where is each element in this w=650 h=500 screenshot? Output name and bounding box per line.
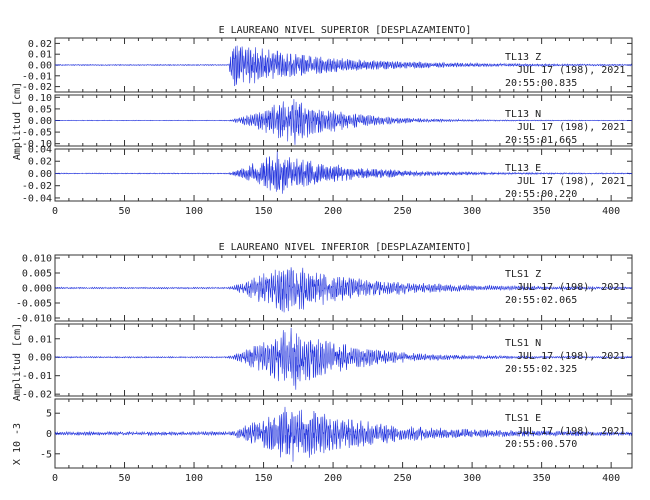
y-tick-label: 5 bbox=[46, 409, 52, 420]
x-tick-label: 50 bbox=[118, 473, 130, 484]
y-tick-label: -0.02 bbox=[22, 82, 52, 93]
y-tick-label: 0.01 bbox=[28, 50, 52, 61]
time-label: 20:55:02.065 bbox=[505, 295, 577, 306]
station-label: TLS1 N bbox=[505, 338, 541, 349]
waveform-line bbox=[54, 267, 633, 313]
date-label: JUL 17 (198), 2021 bbox=[517, 176, 625, 187]
time-label: 20:55:00.570 bbox=[505, 439, 577, 450]
y-tick-label: 0.00 bbox=[28, 61, 52, 72]
trace-panel-tl13-z: 0.020.010.00-0.01-0.02 TL13 Z JUL 17 (198)… bbox=[22, 37, 633, 93]
upper-y-axis-label: Amplitud [cm] bbox=[12, 82, 23, 160]
x-tick-label: 400 bbox=[602, 206, 620, 217]
x-tick-label: 300 bbox=[463, 473, 481, 484]
y-tick-label: 0.02 bbox=[28, 157, 52, 168]
lower-y-axis-scale-label: X 10 -3 bbox=[12, 423, 23, 465]
x-tick-label: 150 bbox=[255, 206, 273, 217]
waveform-line bbox=[54, 45, 633, 87]
x-tick-label: 350 bbox=[533, 473, 551, 484]
y-tick-label: -0.04 bbox=[22, 193, 52, 204]
x-tick-label: 350 bbox=[533, 206, 551, 217]
x-tick-label: 50 bbox=[118, 206, 130, 217]
date-label: JUL 17 (198), 2021 bbox=[517, 65, 625, 76]
x-tick-label: 0 bbox=[52, 473, 58, 484]
trace-panel-tl13-n: 0.100.050.00-0.05-0.10 TL13 N JUL 17 (198)… bbox=[22, 93, 633, 150]
y-tick-label: 0.00 bbox=[28, 116, 52, 127]
x-tick-label: 250 bbox=[394, 473, 412, 484]
waveform-line bbox=[54, 99, 632, 145]
y-tick-label: -0.01 bbox=[22, 71, 52, 82]
station-label: TL13 Z bbox=[505, 52, 541, 63]
station-label: TL13 E bbox=[505, 163, 541, 174]
trace-panel-tl13-e: 0.040.020.00-0.02-0.04 TL13 E JUL 17 (198)… bbox=[22, 145, 633, 204]
y-tick-label: 0.10 bbox=[28, 93, 52, 104]
y-tick-label: -0.10 bbox=[22, 139, 52, 150]
y-tick-label: 0.010 bbox=[22, 254, 52, 265]
x-tick-label: 300 bbox=[463, 206, 481, 217]
x-tick-label: 0 bbox=[52, 206, 58, 217]
y-tick-label: 0.02 bbox=[28, 39, 52, 50]
y-tick-label: 0.000 bbox=[22, 284, 52, 295]
y-tick-label: 0.00 bbox=[28, 169, 52, 180]
y-tick-label: -0.02 bbox=[22, 390, 52, 401]
x-tick-label: 200 bbox=[324, 206, 342, 217]
y-tick-label: -0.005 bbox=[16, 299, 52, 310]
x-tick-label: 250 bbox=[394, 206, 412, 217]
y-tick-label: -0.05 bbox=[22, 128, 52, 139]
trace-panel-tls1-z: 0.010 0.005 0.000 -0.005 -0.010 TLS1 Z JUL 17 … bbox=[16, 254, 633, 325]
station-label: TLS1 E bbox=[505, 413, 541, 424]
waveform-line bbox=[55, 327, 632, 390]
date-label: JUL 17 (198), 2021 bbox=[517, 351, 625, 362]
time-label: 20:55:00.220 bbox=[505, 189, 577, 200]
y-tick-label: 0.05 bbox=[28, 104, 52, 115]
y-tick-label: 0.005 bbox=[22, 269, 52, 280]
y-tick-label: 0.04 bbox=[28, 145, 52, 156]
y-tick-label: -5 bbox=[40, 449, 52, 460]
waveform-line bbox=[54, 151, 633, 194]
time-label: 20:55:00.835 bbox=[505, 78, 577, 89]
date-label: JUL 17 (198), 2021 bbox=[517, 122, 625, 133]
upper-chart-title: E LAUREANO NIVEL SUPERIOR [DESPLAZAMIENT… bbox=[219, 25, 472, 36]
y-tick-label: 0 bbox=[46, 429, 52, 440]
y-tick-label: 0.01 bbox=[28, 334, 52, 345]
date-label: JUL 17 (198), 2021 bbox=[517, 426, 625, 437]
lower-y-axis-label: Amplitud [cm] bbox=[12, 323, 23, 401]
trace-panel-tls1-n: 0.01 0.00 -0.01 -0.02 TLS1 N JUL 17 (198), 20… bbox=[22, 323, 633, 401]
x-tick-label: 100 bbox=[185, 473, 203, 484]
x-tick-label: 100 bbox=[185, 206, 203, 217]
y-tick-label: 0.00 bbox=[28, 353, 52, 364]
station-label: TLS1 Z bbox=[505, 269, 541, 280]
y-tick-label: -0.02 bbox=[22, 181, 52, 192]
lower-chart-title: E LAUREANO NIVEL INFERIOR [DESPLAZAMIENT… bbox=[219, 242, 472, 253]
time-label: 20:55:01.665 bbox=[505, 135, 577, 146]
x-tick-label: 200 bbox=[324, 473, 342, 484]
x-tick-label: 400 bbox=[602, 473, 620, 484]
y-tick-label: -0.010 bbox=[16, 314, 52, 325]
date-label: JUL 17 (198), 2021 bbox=[517, 282, 625, 293]
time-label: 20:55:02.325 bbox=[505, 364, 577, 375]
plot-frame bbox=[54, 148, 633, 202]
y-tick-label: -0.01 bbox=[22, 371, 52, 382]
station-label: TL13 N bbox=[505, 109, 541, 120]
plot-frame bbox=[54, 323, 633, 397]
trace-panel-tls1-e: 5 0 -5 TLS1 E JUL 17 (198), 2021 20:55:00.570 bbox=[40, 398, 633, 469]
waveform-line bbox=[54, 406, 633, 462]
x-tick-label: 150 bbox=[255, 473, 273, 484]
